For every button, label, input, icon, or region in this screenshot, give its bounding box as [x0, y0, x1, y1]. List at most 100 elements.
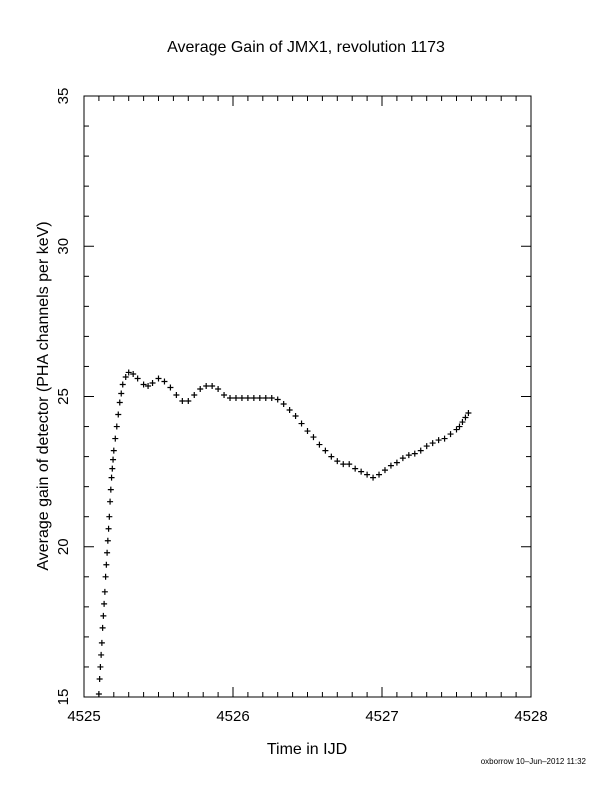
data-point: [96, 675, 103, 682]
data-point: [447, 431, 454, 438]
data-point: [100, 612, 107, 619]
data-point: [304, 428, 311, 435]
data-point: [130, 370, 137, 377]
data-point: [310, 434, 317, 441]
x-tick-label: 4528: [514, 708, 547, 725]
data-point: [185, 398, 192, 405]
data-point: [110, 456, 117, 463]
data-point: [145, 382, 152, 389]
data-point: [101, 588, 108, 595]
y-tick-label: 15: [55, 689, 72, 706]
data-point: [441, 435, 448, 442]
data-point: [417, 447, 424, 454]
data-point: [203, 382, 210, 389]
data-point: [292, 413, 299, 420]
footer-credit: oxborrow 10–Jun–2012 11:32: [481, 757, 587, 766]
data-point: [109, 465, 116, 472]
data-point: [99, 624, 106, 631]
data-point: [411, 450, 418, 457]
data-point: [405, 452, 412, 459]
data-points: [95, 369, 472, 697]
data-point: [352, 465, 359, 472]
data-point: [227, 395, 234, 402]
data-point: [232, 395, 239, 402]
data-point: [346, 461, 353, 468]
data-point: [435, 437, 442, 444]
x-tick-labels: 4525 4526 4527 4528: [67, 708, 547, 725]
data-point: [274, 396, 281, 403]
data-point: [250, 395, 257, 402]
data-point: [358, 468, 365, 475]
data-point: [387, 462, 394, 469]
data-point: [105, 525, 112, 532]
data-point: [191, 391, 198, 398]
data-point: [399, 455, 406, 462]
data-point: [116, 399, 123, 406]
data-point: [197, 385, 204, 392]
y-tick-label: 35: [55, 88, 72, 105]
data-point: [107, 486, 114, 493]
data-point: [106, 513, 113, 520]
data-point: [334, 458, 341, 465]
data-point: [108, 474, 115, 481]
data-point: [113, 423, 120, 430]
data-point: [134, 375, 141, 382]
data-point: [423, 443, 430, 450]
data-point: [140, 381, 147, 388]
data-point: [381, 467, 388, 474]
data-point: [119, 381, 126, 388]
data-point: [102, 573, 109, 580]
data-point: [340, 461, 347, 468]
data-point: [465, 410, 472, 417]
x-axis-label: Time in IJD: [267, 741, 347, 758]
data-point: [456, 423, 463, 430]
data-point: [173, 391, 180, 398]
data-point: [107, 498, 114, 505]
y-tick-labels: 15 20 25 30 35: [55, 88, 72, 706]
data-point: [221, 391, 228, 398]
data-point: [104, 549, 111, 556]
data-point: [112, 435, 119, 442]
axis-ticks: [83, 95, 532, 698]
data-point: [104, 537, 111, 544]
data-point: [97, 663, 104, 670]
data-point: [429, 440, 436, 447]
x-tick-label: 4525: [67, 708, 100, 725]
data-point: [155, 375, 162, 382]
data-point: [122, 373, 129, 380]
data-point: [262, 395, 269, 402]
data-point: [316, 441, 323, 448]
data-point: [101, 600, 108, 607]
y-tick-label: 25: [55, 388, 72, 405]
y-axis-label: Average gain of detector (PHA channels p…: [35, 221, 52, 570]
y-tick-label: 30: [55, 238, 72, 255]
data-point: [298, 420, 305, 427]
data-point: [98, 639, 105, 646]
chart-title: Average Gain of JMX1, revolution 1173: [167, 39, 445, 56]
data-point: [215, 385, 222, 392]
data-point: [256, 395, 263, 402]
data-point: [161, 378, 168, 385]
data-point: [462, 414, 469, 421]
data-point: [209, 382, 216, 389]
x-tick-label: 4526: [216, 708, 249, 725]
data-point: [268, 395, 275, 402]
data-point: [238, 395, 245, 402]
data-point: [98, 651, 105, 658]
data-point: [244, 395, 251, 402]
data-point: [459, 419, 466, 426]
data-point: [322, 447, 329, 454]
y-tick-label: 20: [55, 538, 72, 555]
data-point: [280, 401, 287, 408]
data-point: [110, 447, 117, 454]
data-point: [286, 407, 293, 414]
data-point: [167, 384, 174, 391]
data-point: [179, 398, 186, 405]
data-point: [376, 471, 383, 478]
data-point: [370, 474, 377, 481]
data-point: [95, 690, 102, 697]
data-point: [103, 561, 110, 568]
data-point: [115, 411, 122, 418]
data-point: [328, 453, 335, 460]
